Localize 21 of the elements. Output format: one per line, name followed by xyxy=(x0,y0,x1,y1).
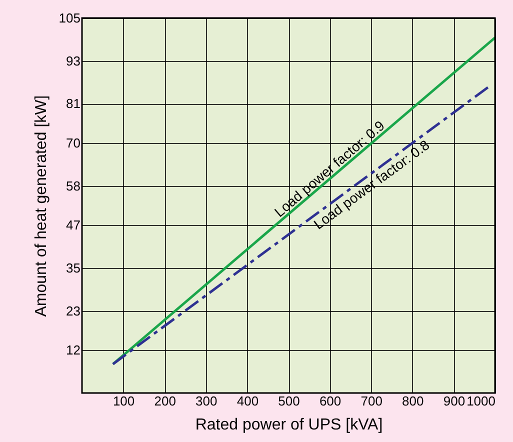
y-tick-label: 35 xyxy=(66,260,80,276)
x-tick-label: 400 xyxy=(236,394,259,408)
x-tick-label: 800 xyxy=(402,394,424,408)
x-tick-label: 200 xyxy=(154,394,176,408)
y-tick-label: 47 xyxy=(66,218,80,233)
x-tick-label: 500 xyxy=(278,394,300,408)
y-tick-label: 81 xyxy=(66,96,80,112)
y-tick-label: 70 xyxy=(66,136,80,150)
x-tick-label: 300 xyxy=(196,394,218,408)
y-tick-label: 23 xyxy=(66,303,80,318)
y-axis-title: Amount of heat generated [kW] xyxy=(32,95,50,317)
x-tick-label: 100 xyxy=(112,394,135,408)
x-tick-label: 900 xyxy=(443,394,466,408)
x-tick-label: 1000 xyxy=(466,394,496,408)
y-tick-label: 93 xyxy=(66,53,80,68)
y-tick-label: 58 xyxy=(66,178,80,194)
x-tick-label: 700 xyxy=(360,394,382,408)
x-axis-title: Rated power of UPS [kVA] xyxy=(195,416,383,434)
y-tick-label: 105 xyxy=(58,10,80,26)
x-tick-label: 600 xyxy=(319,394,342,408)
y-tick-label: 12 xyxy=(66,342,80,358)
